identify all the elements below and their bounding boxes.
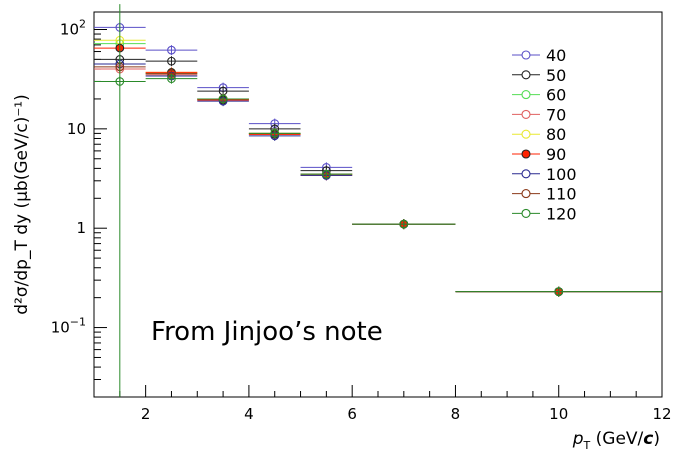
legend-label: 70 [546, 105, 566, 124]
legend-marker [521, 70, 531, 80]
data-point [399, 219, 409, 229]
series-50 [94, 54, 662, 297]
x-tick-label: 12 [652, 405, 671, 423]
x-tick-label: 2 [141, 405, 151, 423]
legend-label: 60 [546, 86, 566, 105]
legend-marker [521, 109, 531, 119]
legend-marker [521, 149, 531, 159]
x-tick-label: 4 [244, 405, 254, 423]
x-tick-label: 8 [451, 405, 461, 423]
legend-marker [521, 129, 531, 139]
legend-marker [521, 169, 531, 179]
x-axis-label: pT (GeV/c) [572, 429, 660, 449]
y-tick-label: 1 [76, 219, 86, 237]
y-tick-label: 10−1 [51, 316, 86, 337]
data-point [167, 74, 176, 84]
series-60 [94, 38, 662, 297]
y-axis-ticks: 102 10 1 10−1 [51, 17, 107, 398]
legend-label: 110 [546, 185, 577, 204]
legend-marker [521, 189, 531, 199]
series-70 [94, 64, 662, 297]
legend-label: 50 [546, 66, 566, 85]
legend-label: 100 [546, 165, 577, 184]
x-axis-ticks: 2 4 6 8 10 12 [93, 385, 672, 423]
legend-label: 80 [546, 125, 566, 144]
legend-marker [521, 50, 531, 60]
series-90 [94, 43, 662, 297]
y-tick-label: 10 [67, 120, 86, 138]
data-point [167, 45, 176, 55]
data-series [94, 4, 662, 397]
x-tick-label: 6 [347, 405, 357, 423]
legend-marker [521, 208, 531, 218]
data-point [167, 56, 176, 66]
y-axis-label: d²σ/dp_T dy (μb(GeV/c)⁻¹) [12, 94, 32, 315]
legend-marker [521, 90, 531, 100]
annotation-note: From Jinjoo’s note [151, 317, 383, 347]
y-axis-label-text: d²σ/dp_T dy (μb(GeV/c)⁻¹) [12, 94, 32, 315]
data-point [270, 129, 280, 138]
legend-label: 120 [546, 204, 577, 223]
series-120 [94, 73, 662, 297]
data-point [554, 287, 564, 296]
data-point [322, 169, 331, 179]
series-40 [94, 22, 662, 297]
legend-label: 40 [546, 46, 566, 65]
series-110 [94, 61, 662, 297]
data-point [218, 94, 228, 104]
series-100 [94, 58, 662, 297]
x-tick-label: 10 [549, 405, 568, 423]
y-tick-label: 102 [60, 17, 86, 38]
legend-label: 90 [546, 145, 566, 164]
